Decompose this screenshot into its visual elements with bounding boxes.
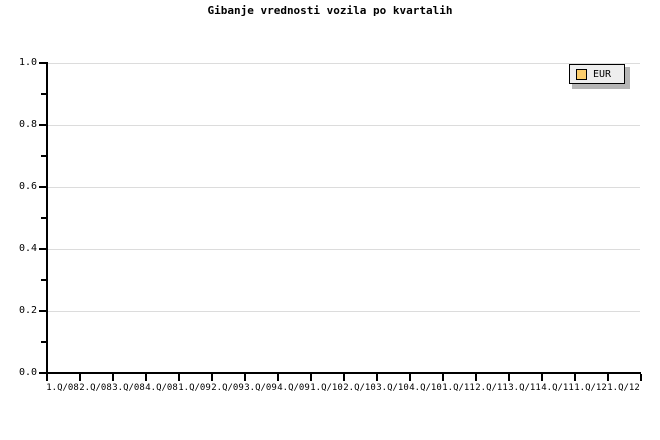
x-tick <box>409 374 411 381</box>
y-axis-label: 0.8 <box>18 119 37 130</box>
x-tick <box>211 374 213 381</box>
x-axis-label: 3.Q/10 <box>376 383 409 393</box>
gridline <box>46 249 640 250</box>
x-axis-label: 1.Q/11 <box>442 383 475 393</box>
x-axis-label: 3.Q/11 <box>508 383 541 393</box>
x-axis-label: 4.Q/09 <box>277 383 310 393</box>
y-tick-major <box>39 186 46 188</box>
y-tick-major <box>39 372 46 374</box>
y-tick-minor <box>41 279 46 281</box>
legend-swatch-eur <box>576 68 587 80</box>
gridline <box>46 63 640 64</box>
y-axis-label: 1.0 <box>18 57 37 68</box>
x-axis-label: 2.Q/09 <box>211 383 244 393</box>
x-axis-label: 1.Q/09 <box>178 383 211 393</box>
gridline <box>46 125 640 126</box>
x-tick <box>574 374 576 381</box>
x-axis-spine <box>46 372 641 374</box>
y-axis-label: 0.0 <box>18 367 37 378</box>
y-tick-minor <box>41 93 46 95</box>
x-axis-label: 2.Q/08 <box>79 383 112 393</box>
x-axis-label: 2.Q/10 <box>343 383 376 393</box>
x-axis-label: 4.Q/08 <box>145 383 178 393</box>
x-tick <box>310 374 312 381</box>
x-axis-label: 3.Q/08 <box>112 383 145 393</box>
chart-title: Gibanje vrednosti vozila po kvartalih <box>207 4 453 17</box>
x-axis-label: 1.Q/12 <box>574 383 607 393</box>
x-tick <box>244 374 246 381</box>
y-axis-label: 0.2 <box>18 305 37 316</box>
y-tick-major <box>39 248 46 250</box>
x-tick <box>475 374 477 381</box>
x-tick <box>508 374 510 381</box>
x-axis-label: 1.Q/12 <box>607 383 640 393</box>
y-tick-minor <box>41 217 46 219</box>
x-axis-label: 1.Q/10 <box>310 383 343 393</box>
y-tick-minor <box>41 341 46 343</box>
x-tick <box>79 374 81 381</box>
x-axis-label: 3.Q/09 <box>244 383 277 393</box>
y-tick-major <box>39 124 46 126</box>
y-tick-major <box>39 310 46 312</box>
y-axis-label: 0.6 <box>18 181 37 192</box>
y-axis-spine <box>46 62 48 374</box>
x-axis-label: 4.Q/10 <box>409 383 442 393</box>
x-tick <box>343 374 345 381</box>
x-tick <box>277 374 279 381</box>
y-tick-minor <box>41 155 46 157</box>
x-tick <box>112 374 114 381</box>
y-axis-label: 0.4 <box>18 243 37 254</box>
x-tick <box>46 374 48 381</box>
x-axis-label: 1.Q/08 <box>46 383 79 393</box>
legend-label-eur: EUR <box>593 68 612 80</box>
gridline <box>46 311 640 312</box>
x-tick <box>640 374 642 381</box>
x-tick <box>376 374 378 381</box>
x-tick <box>607 374 609 381</box>
x-axis-label: 2.Q/11 <box>475 383 508 393</box>
plot-area <box>46 63 640 373</box>
x-tick <box>541 374 543 381</box>
x-tick <box>442 374 444 381</box>
y-tick-major <box>39 62 46 64</box>
gridline <box>46 187 640 188</box>
chart-legend[interactable]: EUR <box>569 64 625 84</box>
x-axis-label: 4.Q/11 <box>541 383 574 393</box>
x-tick <box>145 374 147 381</box>
x-tick <box>178 374 180 381</box>
